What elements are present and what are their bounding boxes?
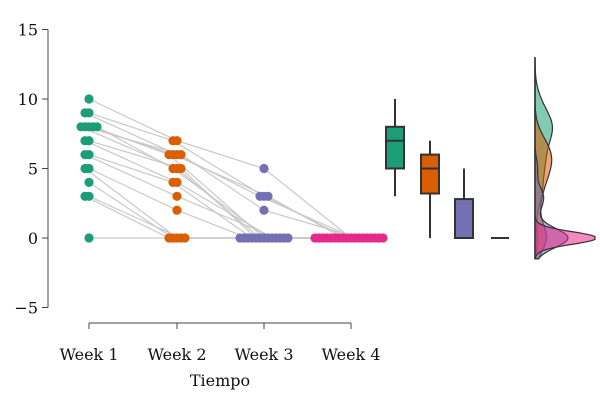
data-point: [168, 177, 178, 187]
data-point: [180, 233, 190, 243]
boxplots: [385, 99, 509, 239]
data-points: [76, 94, 388, 243]
data-point: [92, 122, 102, 132]
data-point: [168, 136, 178, 146]
data-point: [235, 233, 245, 243]
density-clouds: [534, 57, 596, 260]
subject-line: [96, 126, 335, 239]
subject-line: [88, 140, 367, 239]
boxplot-box: [454, 198, 474, 239]
data-point: [164, 150, 174, 160]
y-axis: 15 10 5 0 −5: [14, 21, 49, 318]
subject-line: [88, 98, 352, 239]
data-point: [84, 233, 94, 243]
y-tick-label: −5: [14, 299, 38, 318]
subject-line: [84, 126, 360, 239]
y-tick-label: 15: [18, 21, 38, 40]
x-tick-label: Week 3: [234, 345, 293, 364]
data-point: [80, 191, 90, 201]
x-tick-label: Week 2: [147, 345, 206, 364]
data-point: [168, 163, 178, 174]
boxplot: [385, 99, 405, 197]
data-point: [263, 191, 273, 201]
data-point: [283, 233, 293, 243]
boxplot-box: [385, 125, 405, 170]
subject-line: [88, 154, 371, 239]
data-point: [172, 191, 182, 201]
data-point: [176, 150, 186, 160]
x-axis-title: Tiempo: [190, 371, 250, 390]
data-point: [84, 177, 94, 187]
data-point: [310, 233, 320, 243]
subject-line: [88, 195, 319, 239]
subject-line: [84, 112, 356, 239]
subject-connection-lines: [80, 98, 383, 239]
data-point: [259, 163, 269, 174]
boxplot: [420, 140, 440, 238]
x-tick-label: Week 4: [321, 345, 380, 364]
data-point: [80, 163, 90, 174]
y-tick-label: 5: [28, 160, 38, 179]
x-tick-label: Week 1: [59, 345, 118, 364]
data-point: [172, 205, 182, 215]
data-point: [80, 150, 90, 160]
data-point: [76, 122, 86, 132]
data-point: [80, 108, 90, 118]
y-tick-label: 10: [18, 90, 38, 109]
x-axis: Week 1 Week 2 Week 3 Week 4: [59, 322, 381, 364]
data-point: [176, 163, 186, 174]
data-point: [259, 205, 269, 215]
data-point: [164, 233, 174, 243]
data-point: [80, 136, 90, 146]
data-point: [84, 94, 94, 104]
y-tick-label: 0: [28, 229, 38, 248]
data-point: [378, 233, 388, 243]
data-point: [255, 191, 265, 201]
boxplot: [454, 168, 474, 239]
boxplot-box: [420, 153, 440, 195]
